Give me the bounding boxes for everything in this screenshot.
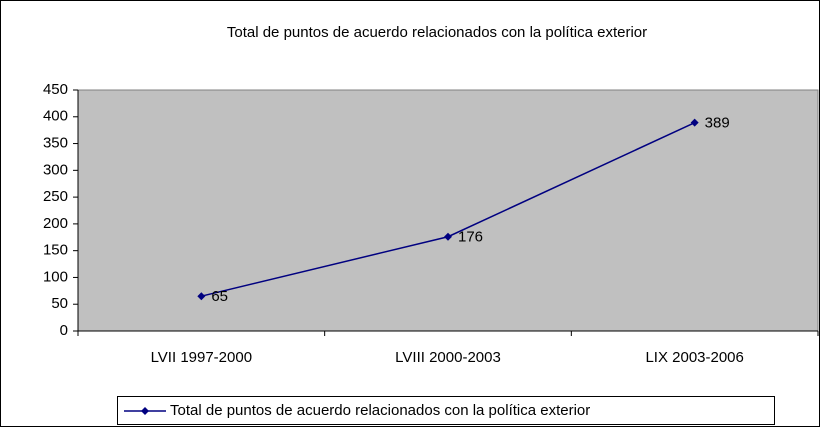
legend-label: Total de puntos de acuerdo relacionados … — [170, 402, 590, 419]
y-tick-label: 400 — [43, 108, 68, 125]
y-tick-label: 350 — [43, 135, 68, 152]
data-label: 176 — [458, 229, 483, 246]
legend-marker — [141, 407, 149, 415]
y-tick-label: 200 — [43, 215, 68, 232]
x-tick-label: LVII 1997-2000 — [151, 349, 252, 366]
data-point — [690, 118, 699, 127]
plot-area — [77, 89, 819, 332]
legend-box — [117, 396, 775, 425]
y-tick-label: 300 — [43, 161, 68, 178]
y-tick-label: 250 — [43, 188, 68, 205]
data-label: 65 — [211, 288, 228, 305]
y-tick-label: 50 — [51, 295, 68, 312]
x-tick-label: LVIII 2000-2003 — [395, 349, 501, 366]
data-point — [197, 292, 206, 301]
chart-title: Total de puntos de acuerdo relacionados … — [227, 24, 647, 41]
y-tick-label: 100 — [43, 268, 68, 285]
data-label: 389 — [705, 115, 730, 132]
y-tick-label: 150 — [43, 242, 68, 259]
y-tick-label: 450 — [43, 81, 68, 98]
y-tick-label: 0 — [60, 322, 68, 339]
data-point — [444, 232, 452, 241]
x-tick-label: LIX 2003-2006 — [645, 349, 743, 366]
